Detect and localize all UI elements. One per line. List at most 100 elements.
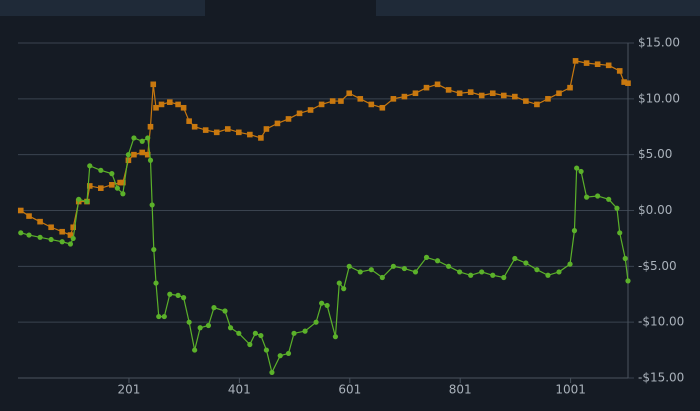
point (67, 241, 74, 247)
point (622, 255, 628, 262)
x-tick-label: 1001 (555, 383, 586, 397)
point (614, 205, 620, 211)
x-tick-label: 401 (228, 383, 251, 397)
point (412, 269, 419, 275)
point (368, 267, 374, 273)
point (307, 107, 314, 113)
point (109, 171, 115, 177)
point (109, 182, 115, 188)
point (98, 185, 104, 191)
point (186, 118, 192, 124)
point (175, 292, 181, 298)
point (512, 255, 518, 262)
point (236, 129, 242, 136)
point (202, 127, 209, 133)
point (534, 101, 540, 108)
point (18, 230, 24, 236)
point (186, 319, 192, 325)
point (131, 135, 137, 141)
point (302, 328, 308, 334)
point (468, 272, 474, 278)
point (324, 302, 330, 309)
point (490, 272, 496, 278)
point (252, 330, 258, 336)
point (500, 92, 507, 99)
point (617, 230, 623, 236)
point (175, 101, 181, 108)
point (545, 272, 551, 278)
point (336, 280, 342, 286)
point (572, 58, 579, 64)
point (357, 96, 364, 102)
y-tick-label: $10.00 (638, 91, 680, 105)
point (583, 194, 590, 200)
point (59, 239, 65, 245)
x-tick-label: 601 (338, 383, 361, 397)
point (338, 98, 344, 104)
point (368, 101, 375, 108)
point (37, 218, 43, 225)
point (161, 313, 167, 320)
point (621, 79, 627, 85)
point (227, 325, 234, 331)
point (606, 196, 612, 202)
point (197, 325, 203, 331)
point (48, 224, 54, 231)
point (319, 300, 325, 306)
point (489, 90, 496, 97)
point (523, 260, 529, 266)
point (70, 224, 77, 231)
point (205, 322, 212, 329)
point (274, 120, 281, 127)
point (26, 213, 32, 219)
point (139, 138, 145, 144)
point (456, 90, 463, 97)
point (180, 104, 187, 111)
point (567, 84, 573, 91)
y-tick-label: -$10.00 (638, 315, 684, 329)
point (346, 263, 352, 269)
tab (0, 0, 205, 16)
point (222, 308, 228, 314)
point (445, 87, 452, 93)
point (247, 341, 253, 348)
point (181, 295, 187, 301)
point (120, 179, 126, 186)
point (147, 157, 154, 163)
point (616, 68, 623, 74)
point (357, 269, 363, 275)
point (192, 347, 198, 353)
y-tick-label: -$15.00 (638, 371, 684, 385)
point (379, 104, 386, 111)
point (341, 286, 347, 292)
point (84, 198, 90, 205)
point (296, 110, 303, 117)
y-tick-label: $15.00 (638, 36, 680, 50)
point (48, 236, 54, 243)
point (390, 263, 396, 269)
point (131, 151, 137, 158)
point (534, 267, 540, 273)
point (26, 232, 32, 238)
point (313, 319, 319, 325)
point (158, 101, 165, 108)
point (224, 126, 231, 132)
point (479, 269, 485, 275)
point (467, 89, 474, 95)
point (457, 269, 463, 275)
point (76, 196, 82, 202)
point (594, 61, 601, 68)
point (567, 261, 573, 267)
y-tick-label: $0.00 (638, 203, 672, 217)
point (125, 157, 132, 164)
point (70, 235, 76, 242)
point (17, 207, 24, 214)
point (574, 165, 580, 171)
point (98, 167, 104, 173)
point (285, 116, 292, 122)
point (556, 90, 562, 97)
point (478, 92, 485, 99)
point (86, 183, 93, 189)
point (401, 93, 408, 100)
